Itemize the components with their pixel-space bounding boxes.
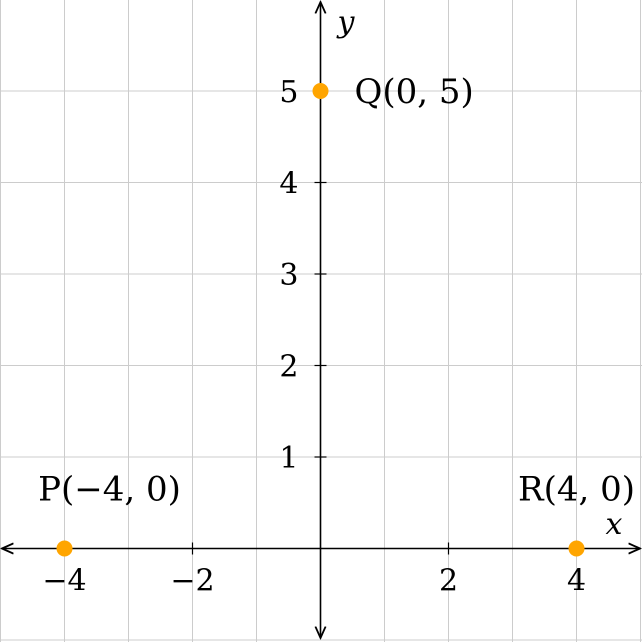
point-label: Q(0, 5) [355,72,474,112]
x-tick-label: 2 [439,564,458,599]
point-label: R(4, 0) [518,470,635,510]
data-point [568,540,585,557]
x-tick-label: −2 [170,564,214,599]
data-point [312,83,329,99]
ticks: −4 −2 2 4 1 2 3 4 5 [42,75,586,599]
data-point [56,540,73,557]
x-tick-label: −4 [42,564,86,599]
y-tick-label: 5 [279,75,298,110]
y-axis-label: y [336,5,356,40]
point-label: P(−4, 0) [38,470,181,510]
y-tick-label: 2 [279,350,298,385]
y-tick-label: 3 [279,258,298,293]
data-points: P(−4, 0) Q(0, 5) R(4, 0) [38,72,635,557]
x-axis-label: x [606,507,623,542]
x-tick-label: 4 [567,564,586,599]
y-tick-label: 1 [279,441,298,476]
y-tick-label: 4 [279,167,298,202]
